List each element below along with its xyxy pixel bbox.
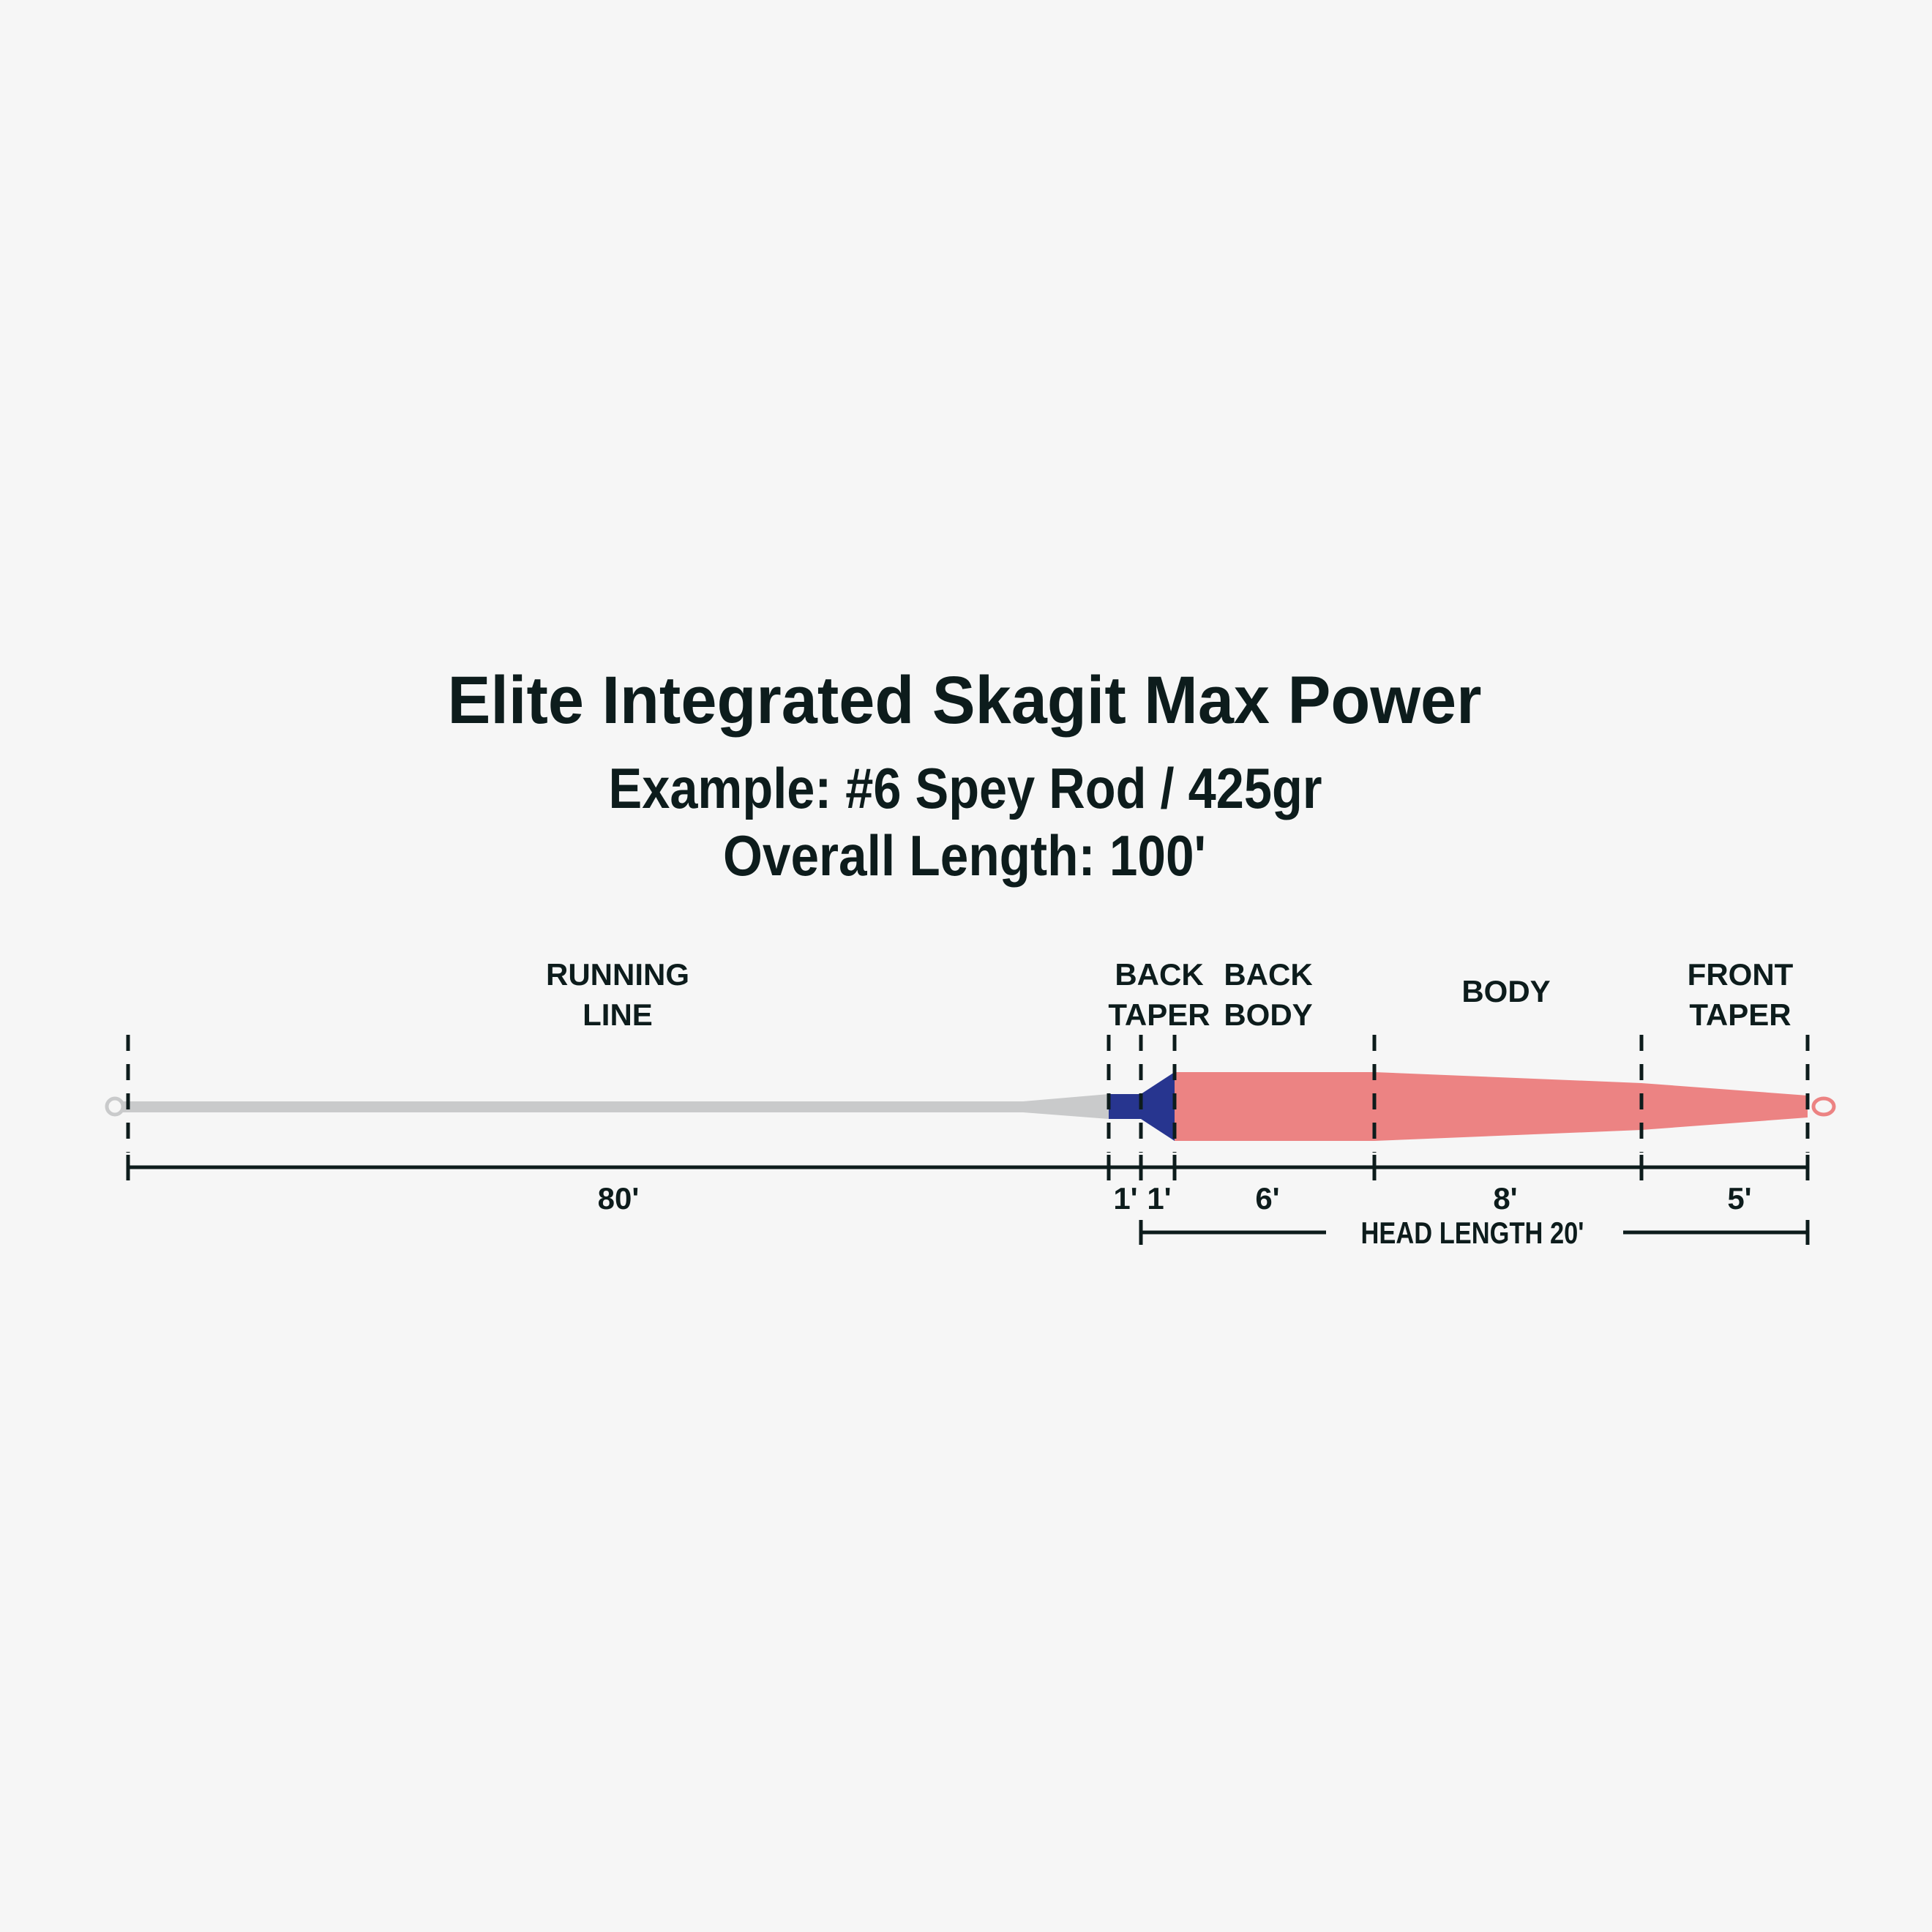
length-body: 8' <box>1493 1181 1517 1216</box>
label-back-body-1: BACK <box>1224 957 1312 992</box>
running-line-loop <box>105 1096 125 1117</box>
label-back-taper-2: TAPER <box>1108 997 1210 1032</box>
overall-length-subtitle: Overall Length: 100' <box>723 823 1206 888</box>
length-section-2: 1' <box>1113 1181 1137 1216</box>
head-length-label: HEAD LENGTH 20' <box>1361 1216 1584 1250</box>
label-body: BODY <box>1461 974 1550 1008</box>
label-back-body-2: BODY <box>1224 997 1312 1032</box>
length-front-taper: 5' <box>1727 1181 1751 1216</box>
head <box>1175 1072 1808 1141</box>
length-running-line: 80' <box>598 1181 640 1216</box>
measurement-ticks <box>126 1155 1810 1180</box>
length-back-taper: 1' <box>1147 1181 1171 1216</box>
example-subtitle: Example: #6 Spey Rod / 425gr <box>609 756 1322 820</box>
running-line <box>123 1094 1109 1119</box>
label-front-taper-1: FRONT <box>1688 957 1794 992</box>
front-loop <box>1811 1096 1836 1117</box>
length-back-body: 6' <box>1255 1181 1279 1216</box>
label-running-line-1: RUNNING <box>546 957 689 992</box>
label-back-taper-1: BACK <box>1115 957 1203 992</box>
label-front-taper-2: TAPER <box>1689 997 1791 1032</box>
diagram-title: Elite Integrated Skagit Max Power <box>448 663 1482 738</box>
label-running-line-2: LINE <box>583 997 653 1032</box>
